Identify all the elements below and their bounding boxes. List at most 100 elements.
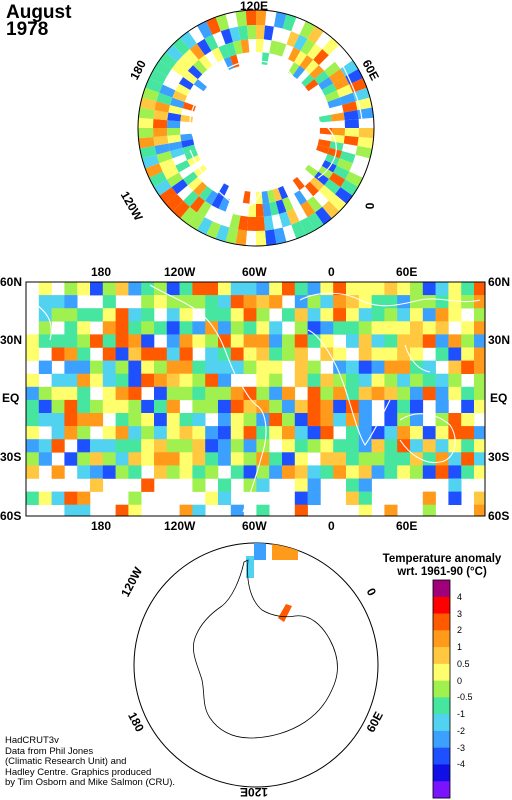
grid-cell	[38, 399, 52, 414]
grid-cell	[206, 221, 221, 239]
grid-cell	[175, 160, 191, 173]
grid-cell	[192, 373, 206, 388]
grid-cell	[128, 373, 142, 388]
grid-cell	[384, 334, 398, 348]
grid-cell	[410, 465, 424, 479]
grid-cell	[159, 158, 176, 172]
grid-cell	[180, 133, 193, 142]
grid-cell	[166, 452, 180, 466]
grid-cell	[294, 413, 308, 427]
grid-cell	[461, 465, 475, 479]
grid-cell	[320, 321, 334, 335]
grid-cell	[474, 426, 485, 440]
grid-cell	[179, 308, 193, 322]
grid-cell	[102, 282, 116, 296]
grid-cell	[192, 334, 206, 348]
grid-cell	[314, 171, 329, 186]
grid-cell	[154, 295, 168, 309]
grid-cell	[156, 151, 173, 164]
grid-cell	[166, 360, 180, 374]
grid-cell	[328, 194, 347, 212]
grid-cell	[256, 39, 264, 53]
grid-cell	[243, 452, 257, 466]
grid-cell	[115, 308, 129, 322]
grid-cell	[38, 386, 52, 401]
grid-cell	[90, 478, 104, 492]
grid-cell	[166, 413, 180, 427]
grid-cell	[51, 491, 65, 505]
grid-cell	[282, 413, 296, 427]
grid-cell	[230, 504, 244, 516]
grid-cell	[336, 84, 353, 98]
grid-cell	[141, 295, 155, 309]
grid-cell	[282, 334, 296, 348]
grid-cell	[38, 282, 52, 296]
grid-cell	[229, 26, 241, 42]
grid-cell	[448, 386, 462, 401]
legend-swatch	[433, 630, 450, 648]
grid-cell	[358, 347, 372, 361]
grid-cell	[410, 360, 424, 374]
grid-cell	[197, 21, 213, 39]
grid-cell	[243, 308, 257, 322]
grid-cell	[269, 413, 283, 427]
grid-cell	[178, 77, 194, 90]
grid-cell	[170, 97, 185, 109]
grid-cell	[448, 426, 462, 440]
grid-cell	[154, 426, 168, 440]
grid-cell	[192, 439, 206, 453]
grid-cell	[90, 360, 104, 374]
grid-cell	[397, 465, 411, 479]
grid-cell	[282, 465, 296, 479]
grid-cell	[38, 491, 52, 505]
grid-cell	[38, 452, 52, 466]
grid-cell	[230, 386, 244, 401]
grid-cell	[371, 465, 385, 479]
grid-cell	[269, 399, 283, 414]
grid-cell	[294, 50, 307, 66]
grid-cell	[218, 308, 232, 322]
grid-cell	[90, 452, 104, 466]
credit-line: HadCRUT3v	[5, 735, 59, 746]
grid-cell	[115, 413, 129, 427]
grid-cell	[256, 373, 270, 388]
grid-cell	[51, 439, 65, 453]
grid-cell	[180, 31, 197, 50]
grid-cell	[183, 70, 198, 85]
grid-cell	[371, 373, 385, 388]
grid-cell	[128, 504, 142, 516]
grid-cell	[154, 465, 168, 479]
grid-cell	[179, 504, 193, 516]
grid-cell	[243, 465, 257, 479]
grid-cell	[90, 399, 104, 414]
grid-cell	[247, 25, 256, 40]
grid-cell	[358, 321, 372, 335]
grid-cell	[115, 360, 129, 374]
grid-cell	[26, 386, 40, 401]
grid-cell	[205, 386, 219, 401]
grid-cell	[320, 413, 334, 427]
grid-cell	[324, 179, 341, 195]
legend-swatch	[433, 596, 450, 614]
grid-cell	[282, 282, 296, 296]
grid-cell	[77, 426, 91, 440]
grid-cell	[307, 491, 321, 505]
grid-cell	[26, 334, 40, 348]
grid-cell	[322, 200, 340, 219]
grid-cell	[371, 321, 385, 335]
grid-cell	[179, 347, 193, 361]
grid-cell	[77, 347, 91, 361]
grid-cell	[299, 55, 314, 70]
grid-cell	[64, 347, 78, 361]
grid-cell	[193, 59, 208, 75]
grid-cell	[384, 321, 398, 335]
grid-cell	[128, 439, 142, 453]
grid-cell	[315, 206, 332, 225]
grid-cell	[422, 386, 436, 401]
legend-label: 0.5	[457, 658, 470, 669]
grid-cell	[115, 504, 129, 516]
grid-cell	[282, 399, 296, 414]
grid-cell	[422, 321, 436, 335]
grid-cell	[256, 426, 270, 440]
grid-cell	[64, 334, 78, 348]
